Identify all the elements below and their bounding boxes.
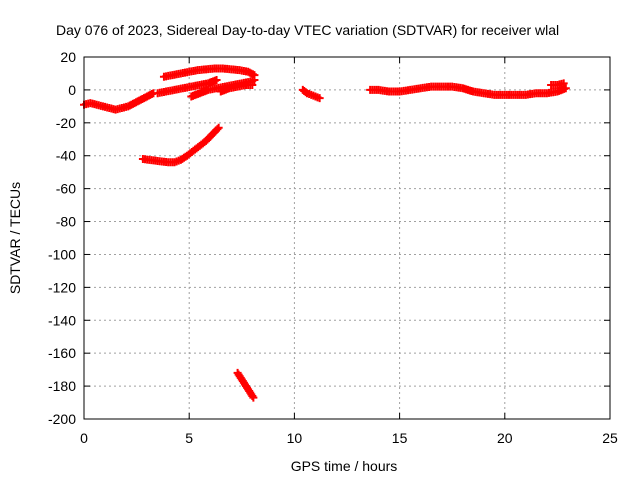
data-point-marker: [561, 84, 570, 93]
data-series: [547, 79, 568, 89]
data-point-marker: [212, 76, 221, 85]
y-tick-label: -80: [56, 214, 76, 230]
data-series: [366, 82, 570, 99]
data-point-marker: [214, 123, 223, 132]
data-point-marker: [248, 391, 257, 400]
x-tick-label: 25: [602, 430, 618, 446]
x-tick-label: 5: [185, 430, 193, 446]
data-series: [153, 76, 221, 98]
plot-points: [80, 64, 570, 402]
data-series: [216, 80, 257, 96]
data-point-marker: [315, 94, 324, 103]
x-tick-label: 15: [392, 430, 408, 446]
x-tick-label: 10: [287, 430, 303, 446]
y-tick-label: 0: [68, 82, 76, 98]
y-tick-label: -40: [56, 148, 76, 164]
data-point-marker: [249, 393, 258, 402]
grid-lines: [84, 57, 610, 419]
x-axis-title: GPS time / hours: [291, 458, 398, 474]
y-tick-label: -100: [48, 246, 76, 262]
y-tick-label: -180: [48, 378, 76, 394]
plot-frame: [83, 56, 611, 420]
x-tick-label: 0: [80, 430, 88, 446]
chart-title: Day 076 of 2023, Sidereal Day-to-day VTE…: [56, 22, 559, 38]
y-axis-title: SDTVAR / TECUs: [7, 182, 23, 294]
y-tick-label: -140: [48, 312, 76, 328]
data-point-marker: [213, 125, 222, 134]
data-point-marker: [559, 79, 568, 88]
y-tick-label: -60: [56, 181, 76, 197]
y-tick-label: -160: [48, 345, 76, 361]
y-tick-label: -120: [48, 279, 76, 295]
data-series: [159, 64, 259, 81]
y-tick-label: 20: [60, 49, 76, 65]
y-tick-label: -20: [56, 115, 76, 131]
x-tick-label: 20: [497, 430, 513, 446]
data-point-marker: [248, 80, 257, 89]
data-point-marker: [250, 76, 259, 85]
data-series: [233, 368, 258, 402]
axis-ticks: 0 5 10 15 20 25 20 0 -20 -40 -60 -80 -100 -120 -140 -16…: [48, 49, 618, 446]
data-series: [138, 123, 223, 167]
data-series: [298, 85, 324, 103]
y-tick-label: -200: [48, 411, 76, 427]
data-series: [80, 89, 158, 114]
